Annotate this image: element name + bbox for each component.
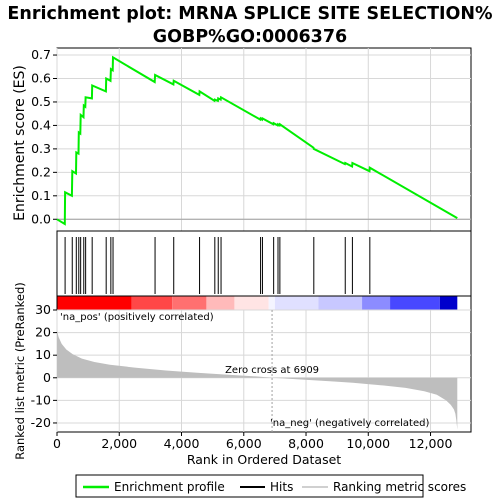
metric-y-tick-label: 10 [35, 347, 51, 362]
negative-correlation-label: 'na_neg' (negatively correlated) [270, 418, 429, 429]
x-axis-ticks: 0 2,000 4,000 6,000 8,000 10,000 12,000 [53, 432, 452, 451]
heat-bar-segment [268, 296, 275, 310]
hits-panel-frame [56, 230, 472, 297]
x-tick-label: 12,000 [409, 436, 453, 451]
heat-bar-segment [57, 296, 132, 310]
metric-y-tick-label: -20 [31, 415, 51, 430]
legend-enrichment-label: Enrichment profile [114, 480, 225, 494]
heat-bar-segment [439, 296, 458, 310]
metric-y-tick-label: 0 [43, 370, 51, 385]
metric-y-axis-label: Ranked list metric (PreRanked) [13, 282, 27, 460]
legend: Enrichment profile Hits Ranking metric s… [75, 474, 466, 498]
es-y-tick-label: 0.4 [31, 117, 51, 132]
es-y-tick-label: 0.6 [31, 71, 51, 86]
metric-y-tick-label: -10 [31, 392, 51, 407]
x-tick-label: 2,000 [101, 436, 137, 451]
heat-bar-segment [318, 296, 363, 310]
hit-markers [64, 237, 371, 294]
positive-correlation-label: 'na_pos' (positively correlated) [60, 312, 214, 323]
es-y-ticks: 0.0 0.1 0.2 0.3 0.4 0.5 0.6 0.7 [31, 47, 57, 226]
ranking-metric-area [57, 330, 458, 430]
es-y-tick-label: 0.1 [31, 188, 51, 203]
es-y-axis-label: Enrichment score (ES) [12, 65, 28, 221]
x-axis-label: Rank in Ordered Dataset [187, 452, 341, 467]
heat-bar-segment [274, 296, 319, 310]
legend-hits-label: Hits [270, 480, 293, 494]
heat-bar-segment [362, 296, 391, 310]
x-tick-label: 8,000 [288, 436, 324, 451]
chart-title-line2: GOBP%GO:0006376 [153, 27, 347, 47]
es-y-tick-label: 0.0 [31, 211, 51, 226]
heat-bar-segment [172, 296, 207, 310]
heat-bar-segment [131, 296, 173, 310]
metric-y-ticks: -20 -10 0 10 20 30 [31, 302, 57, 430]
legend-metric-label: Ranking metric scores [333, 480, 466, 494]
es-y-tick-label: 0.7 [31, 47, 51, 62]
metric-y-tick-label: 20 [35, 325, 51, 340]
heat-bar-segment [390, 296, 440, 310]
x-tick-label: 0 [53, 436, 61, 451]
metric-y-tick-label: 30 [35, 302, 51, 317]
es-y-tick-label: 0.2 [31, 164, 51, 179]
ranking-heat-bar [57, 296, 458, 310]
x-tick-label: 10,000 [346, 436, 390, 451]
es-y-tick-label: 0.5 [31, 94, 51, 109]
chart-title-line1: Enrichment plot: MRNA SPLICE SITE SELECT… [7, 4, 492, 24]
enrichment-profile-line [56, 55, 458, 226]
es-y-tick-label: 0.3 [31, 141, 51, 156]
heat-bar-segment [234, 296, 269, 310]
x-tick-label: 6,000 [226, 436, 262, 451]
es-gridlines [56, 48, 471, 231]
heat-bar-segment [206, 296, 235, 310]
x-tick-label: 4,000 [164, 436, 200, 451]
zero-cross-label: Zero cross at 6909 [225, 365, 319, 376]
